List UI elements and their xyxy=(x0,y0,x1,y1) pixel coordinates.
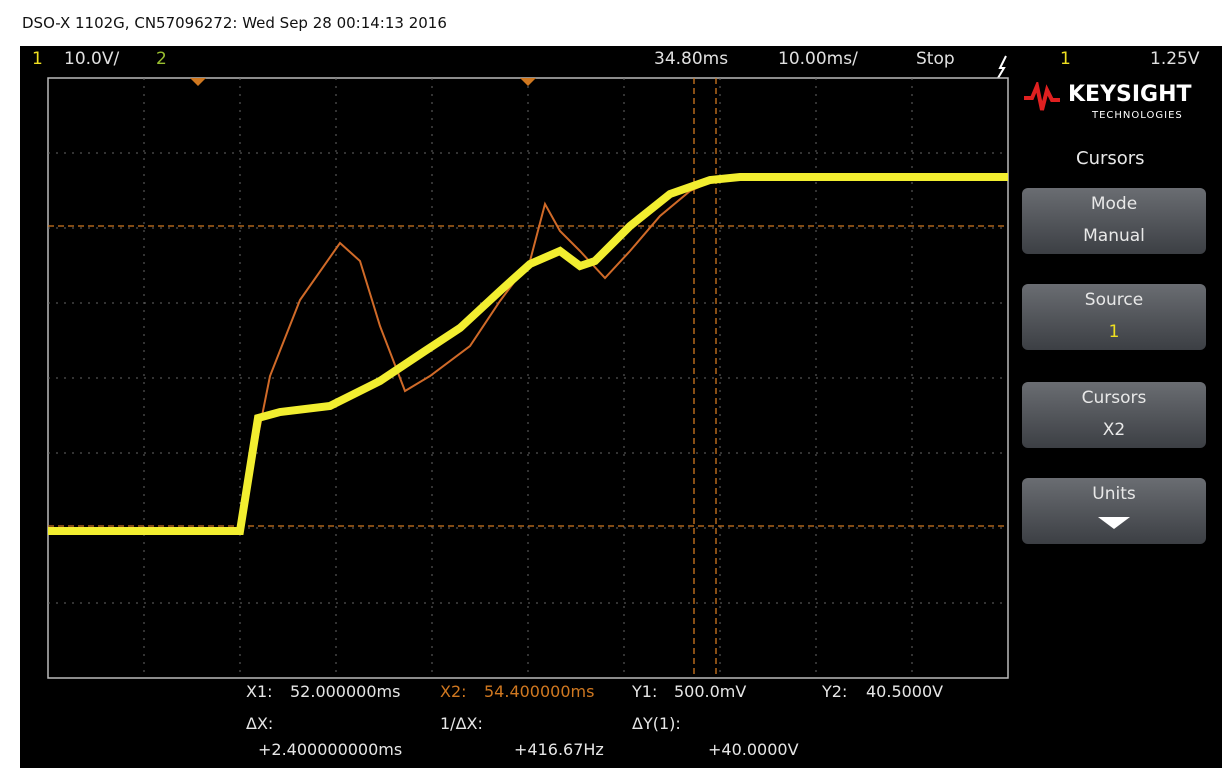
ch2-label: 2 xyxy=(156,49,167,69)
button-label: Source xyxy=(1084,290,1144,310)
button-label: Units xyxy=(1092,484,1136,504)
source-button[interactable]: Source 1 xyxy=(1022,284,1206,350)
graticule xyxy=(47,55,1009,679)
x2-value: 54.400000ms xyxy=(484,682,595,701)
brand-logo xyxy=(1024,82,1060,111)
units-button[interactable]: Units xyxy=(1022,478,1206,544)
header-title: DSO-X 1102G, CN57096272: Wed Sep 28 00:1… xyxy=(22,14,447,32)
markers xyxy=(190,78,536,86)
trigger-level: 1.25V xyxy=(1150,49,1200,69)
down-arrow xyxy=(1098,517,1130,529)
ch1-waveform xyxy=(48,173,1008,535)
dx-value: +2.400000000ms xyxy=(258,740,403,759)
dy-value: +40.0000V xyxy=(708,740,799,759)
button-label: Mode xyxy=(1090,194,1138,214)
ch1-scale: 10.0V/ xyxy=(64,49,120,69)
time-scale: 10.00ms/ xyxy=(778,49,858,69)
cursors-button[interactable]: Cursors X2 xyxy=(1022,382,1206,448)
menu-title: Cursors xyxy=(1076,148,1145,169)
brand-name: KEYSIGHT xyxy=(1068,82,1192,107)
x1-label: X1: xyxy=(246,682,273,701)
scope-screen: 1 10.0V/ 2 34.80ms 10.00ms/ Stop 1 1.25V… xyxy=(20,46,1222,768)
run-state: Stop xyxy=(916,49,955,69)
trigger-icon xyxy=(997,55,1007,79)
trigger-source: 1 xyxy=(1060,49,1071,69)
button-value: 1 xyxy=(1108,322,1120,342)
y2-value: 40.5000V xyxy=(866,682,944,701)
ch1-label: 1 xyxy=(32,49,43,69)
y1-label: Y1: xyxy=(632,682,658,701)
inv-dx-value: +416.67Hz xyxy=(514,740,604,759)
y2-label: Y2: xyxy=(822,682,848,701)
x2-label: X2: xyxy=(440,682,467,701)
time-delay: 34.80ms xyxy=(654,49,729,69)
button-value: Manual xyxy=(1083,226,1145,246)
mode-button[interactable]: Mode Manual xyxy=(1022,188,1206,254)
ch2-waveform xyxy=(239,176,1009,532)
y1-value: 500.0mV xyxy=(674,682,747,701)
x1-value: 52.000000ms xyxy=(290,682,401,701)
inv-dx-label: 1/ΔX: xyxy=(440,714,483,733)
grid xyxy=(48,78,1008,678)
dy-label: ΔY(1): xyxy=(632,714,681,733)
brand-sub: TECHNOLOGIES xyxy=(1092,110,1183,121)
dx-label: ΔX: xyxy=(246,714,274,733)
button-label: Cursors xyxy=(1081,388,1147,408)
button-value: X2 xyxy=(1102,420,1126,440)
